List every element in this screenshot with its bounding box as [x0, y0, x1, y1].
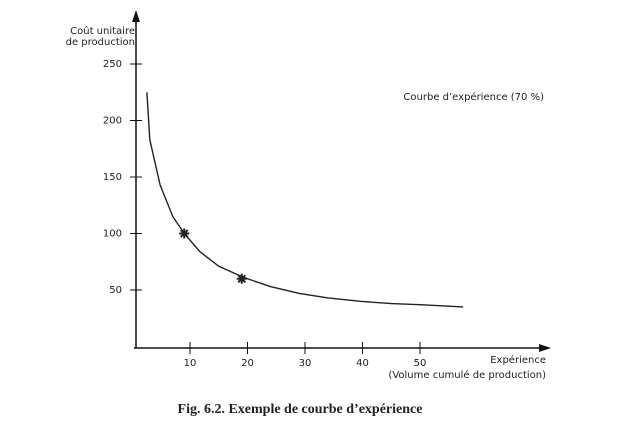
y-tick-label: 100: [103, 229, 122, 240]
y-tick-label: 150: [103, 172, 122, 183]
y-label-line: de production: [66, 37, 135, 48]
x-arrow: [539, 344, 551, 352]
y-arrow: [132, 10, 140, 22]
x-tick-label: 30: [299, 358, 312, 369]
curve: [146, 92, 464, 308]
x-label-line: Expérience: [490, 354, 546, 366]
y-tick-label: 200: [103, 116, 122, 127]
y-label-line: Coût unitaire: [70, 25, 135, 37]
marker-stroke: [180, 229, 189, 238]
caption: Fig. 6.2. Exemple de courbe d’expérience: [178, 402, 423, 417]
curve-label: Courbe d’expérience (70 %): [403, 91, 544, 103]
y-tick-label: 250: [103, 59, 122, 70]
x-tick-label: 10: [184, 358, 197, 369]
x-tick-label: 20: [241, 358, 254, 369]
x-tick-label: 50: [414, 358, 427, 369]
marked-point: [236, 273, 247, 284]
marked-point: [179, 228, 190, 239]
x-tick-label: 40: [356, 358, 369, 369]
y-tick-label: 50: [109, 285, 122, 296]
marker-stroke: [237, 274, 246, 283]
x-label-line: (Volume cumulé de production): [388, 369, 546, 381]
